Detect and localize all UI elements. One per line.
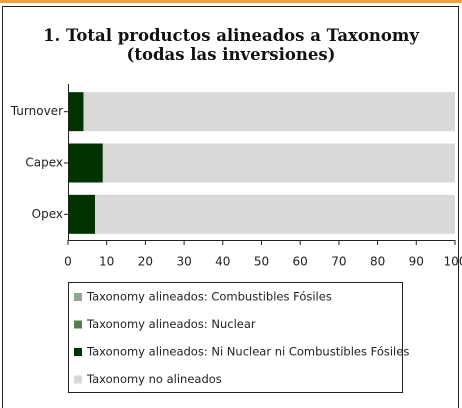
legend-label: Taxonomy alineados: Ni Nuclear ni Combus…: [86, 345, 409, 359]
x-tick-label: 50: [254, 255, 269, 269]
x-tick-label: 100: [444, 255, 462, 269]
bar-segment: [95, 194, 455, 234]
legend-swatch: [74, 320, 82, 329]
y-tick-label: Capex: [25, 156, 63, 170]
x-tick-label: 10: [99, 255, 114, 269]
x-tick-label: 80: [370, 255, 385, 269]
x-tick-label: 0: [64, 255, 72, 269]
legend-box: [68, 282, 403, 393]
bar-segment: [68, 143, 103, 183]
legend-swatch: [74, 348, 82, 356]
bar-segment: [68, 92, 84, 132]
bar-segment: [68, 194, 96, 234]
x-tick-label: 90: [409, 255, 424, 269]
x-tick-label: 70: [331, 255, 346, 269]
legend-swatch: [74, 375, 82, 384]
y-tick-label: Opex: [32, 207, 63, 221]
legend-label: Taxonomy alineados: Combustibles Fósiles: [86, 290, 332, 304]
chart-title: 1. Total productos alineados a Taxonomy …: [43, 26, 419, 64]
x-tick-label: 30: [176, 255, 191, 269]
frame: [2, 6, 459, 408]
x-tick-label: 60: [293, 255, 308, 269]
legend-swatch: [74, 293, 82, 301]
top-accent: [0, 0, 462, 3]
bar-segment: [83, 92, 455, 132]
legend-label: Taxonomy alineados: Nuclear: [86, 317, 256, 331]
legend-label: Taxonomy no alineados: [86, 372, 222, 386]
bar-segment: [102, 143, 455, 183]
x-tick-label: 20: [138, 255, 153, 269]
x-tick-label: 40: [215, 255, 230, 269]
y-tick-label: Turnover: [10, 104, 63, 118]
